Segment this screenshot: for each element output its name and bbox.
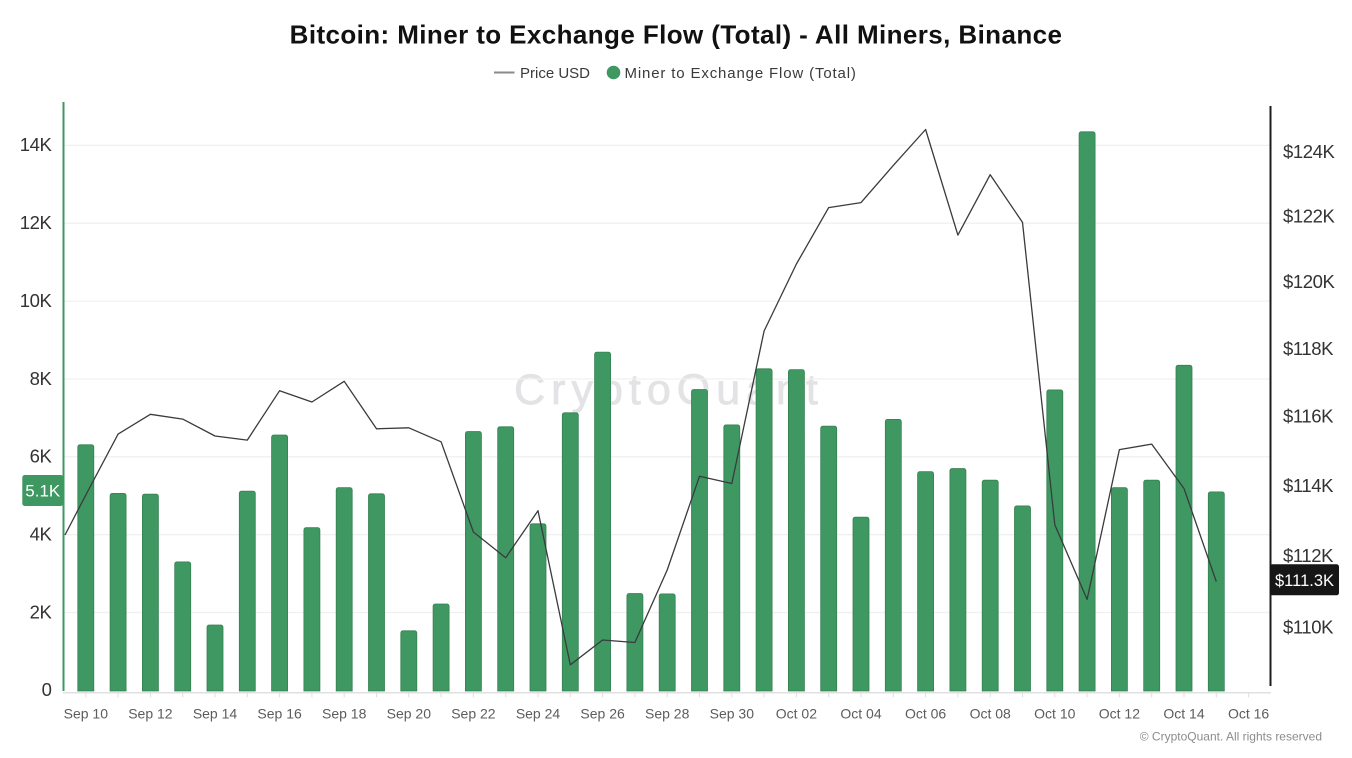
svg-text:$124K: $124K bbox=[1283, 141, 1336, 162]
svg-text:Sep 18: Sep 18 bbox=[322, 705, 367, 721]
svg-text:5.1K: 5.1K bbox=[25, 482, 61, 501]
svg-text:Sep 10: Sep 10 bbox=[64, 705, 109, 721]
svg-text:$111.3K: $111.3K bbox=[1275, 572, 1334, 590]
svg-text:2K: 2K bbox=[30, 601, 53, 622]
svg-text:$110K: $110K bbox=[1283, 617, 1334, 638]
svg-text:Sep 22: Sep 22 bbox=[451, 705, 496, 721]
svg-text:$112K: $112K bbox=[1283, 545, 1334, 566]
svg-text:Oct 04: Oct 04 bbox=[840, 705, 881, 721]
svg-text:Price USD: Price USD bbox=[520, 65, 590, 82]
svg-text:Sep 16: Sep 16 bbox=[257, 705, 302, 721]
svg-text:Oct 06: Oct 06 bbox=[905, 705, 946, 721]
svg-text:Sep 24: Sep 24 bbox=[516, 705, 561, 721]
svg-text:$116K: $116K bbox=[1283, 406, 1334, 427]
svg-text:© CryptoQuant. All rights rese: © CryptoQuant. All rights reserved bbox=[1140, 730, 1322, 744]
svg-text:Sep 30: Sep 30 bbox=[710, 705, 755, 721]
svg-text:Sep 26: Sep 26 bbox=[580, 705, 625, 721]
svg-text:$122K: $122K bbox=[1283, 206, 1336, 227]
svg-text:Oct 08: Oct 08 bbox=[970, 705, 1011, 721]
svg-text:Bitcoin: Miner to Exchange Flo: Bitcoin: Miner to Exchange Flow (Total) … bbox=[290, 20, 1063, 50]
svg-text:$120K: $120K bbox=[1283, 271, 1336, 292]
svg-text:6K: 6K bbox=[30, 446, 53, 467]
svg-text:10K: 10K bbox=[20, 290, 53, 311]
svg-text:Sep 12: Sep 12 bbox=[128, 705, 173, 721]
svg-text:$114K: $114K bbox=[1283, 475, 1334, 496]
svg-text:Sep 28: Sep 28 bbox=[645, 705, 690, 721]
svg-text:Oct 02: Oct 02 bbox=[776, 705, 817, 721]
svg-text:Oct 14: Oct 14 bbox=[1163, 705, 1204, 721]
svg-text:CryptoQuant: CryptoQuant bbox=[514, 366, 824, 414]
svg-text:4K: 4K bbox=[30, 524, 53, 545]
svg-text:8K: 8K bbox=[30, 368, 53, 389]
svg-text:Oct 16: Oct 16 bbox=[1228, 705, 1269, 721]
svg-text:Oct 12: Oct 12 bbox=[1099, 705, 1140, 721]
svg-text:Miner to Exchange Flow (Total): Miner to Exchange Flow (Total) bbox=[625, 65, 857, 82]
svg-text:Sep 20: Sep 20 bbox=[387, 705, 432, 721]
svg-text:12K: 12K bbox=[20, 212, 53, 233]
svg-text:$118K: $118K bbox=[1283, 338, 1334, 359]
svg-text:14K: 14K bbox=[20, 134, 53, 155]
svg-text:0: 0 bbox=[42, 679, 52, 700]
svg-text:Sep 14: Sep 14 bbox=[193, 705, 238, 721]
svg-text:Oct 10: Oct 10 bbox=[1034, 705, 1075, 721]
